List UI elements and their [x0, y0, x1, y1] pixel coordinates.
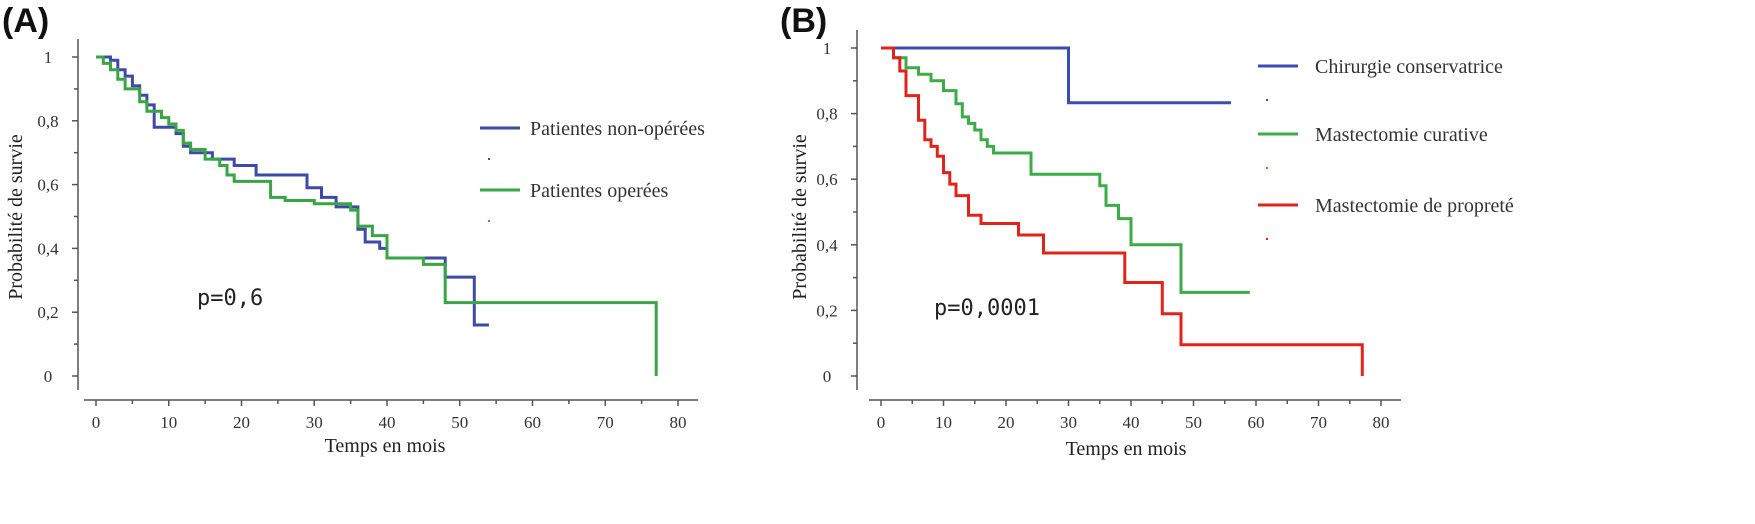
x-axis-title: Temps en mois — [1066, 438, 1187, 460]
panel-label: (B) — [780, 2, 827, 40]
y-tick-label: 0,8 — [37, 112, 58, 131]
y-tick-label: 0,2 — [816, 301, 837, 320]
x-tick-label: 60 — [524, 413, 541, 432]
p-value-annotation: p=0,0001 — [934, 296, 1040, 321]
x-tick-label: 10 — [935, 413, 952, 432]
y-tick-label: 1 — [823, 39, 832, 58]
y-axis-title: Probabilité de survie — [5, 134, 27, 300]
legend-label: Patientes non-opérées — [530, 118, 705, 140]
survival-curve-1 — [96, 55, 489, 327]
x-tick-label: 0 — [877, 413, 886, 432]
x-tick-label: 10 — [160, 413, 177, 432]
y-tick-label: 0,6 — [37, 176, 58, 195]
y-tick-label: 0,6 — [816, 170, 837, 189]
x-tick-label: 80 — [1373, 413, 1390, 432]
survival-curve-2 — [96, 55, 658, 376]
axes: 00,20,40,60,810 10 20 30 40 50 60 70 80 — [816, 30, 1401, 432]
x-tick-label: 50 — [1185, 413, 1202, 432]
legend-marker-dot — [488, 220, 490, 222]
x-tick-label: 70 — [597, 413, 614, 432]
panel-b: (B) Probabilité de survie Temps en mois … — [780, 2, 1514, 460]
legend-label: Mastectomie curative — [1315, 124, 1488, 146]
x-tick-label: 80 — [670, 413, 687, 432]
x-tick-label: 40 — [1123, 413, 1140, 432]
y-tick-label: 0,4 — [816, 236, 838, 255]
survival-curve-3 — [881, 46, 1364, 376]
x-tick-label: 60 — [1248, 413, 1265, 432]
y-tick-label: 0 — [823, 367, 832, 386]
x-tick-label: 20 — [233, 413, 250, 432]
x-tick-label: 70 — [1310, 413, 1327, 432]
plot-area — [881, 46, 1364, 376]
y-axis-title: Probabilité de survie — [789, 134, 811, 300]
x-tick-label: 40 — [379, 413, 396, 432]
panel-label: (A) — [2, 2, 49, 40]
x-tick-label: 30 — [1060, 413, 1077, 432]
y-tick-label: 0,2 — [37, 303, 58, 322]
legend-marker-dot — [1266, 238, 1268, 240]
axes: 00,20,40,60,810 10 20 30 40 50 60 70 80 — [37, 39, 698, 432]
y-tick-label: 0 — [44, 367, 53, 386]
legend-label: Mastectomie de propreté — [1315, 195, 1514, 217]
y-tick-label: 0,4 — [37, 239, 59, 258]
legend-marker-dot — [1266, 99, 1268, 101]
plot-area — [96, 55, 658, 376]
y-tick-label: 1 — [44, 48, 53, 67]
legend-label: Patientes operées — [530, 180, 668, 202]
legend-marker-dot — [488, 158, 490, 160]
legend-label: Chirurgie conservatrice — [1315, 56, 1503, 78]
legend-marker-dot — [1266, 167, 1268, 169]
x-tick-label: 30 — [306, 413, 323, 432]
x-tick-label: 0 — [92, 413, 101, 432]
survival-curve-1 — [881, 46, 1231, 105]
y-tick-label: 0,8 — [816, 105, 837, 124]
x-axis-title: Temps en mois — [325, 435, 446, 457]
panel-a: (A) Probabilité de survie Temps en mois … — [2, 2, 705, 457]
legend: Chirurgie conservatrice Mastectomie curat… — [1258, 56, 1514, 240]
p-value-annotation: p=0,6 — [197, 286, 263, 311]
x-tick-label: 50 — [451, 413, 468, 432]
survival-curve-2 — [881, 46, 1250, 294]
legend: Patientes non-opérées Patientes operées — [480, 118, 705, 222]
x-tick-label: 20 — [998, 413, 1015, 432]
